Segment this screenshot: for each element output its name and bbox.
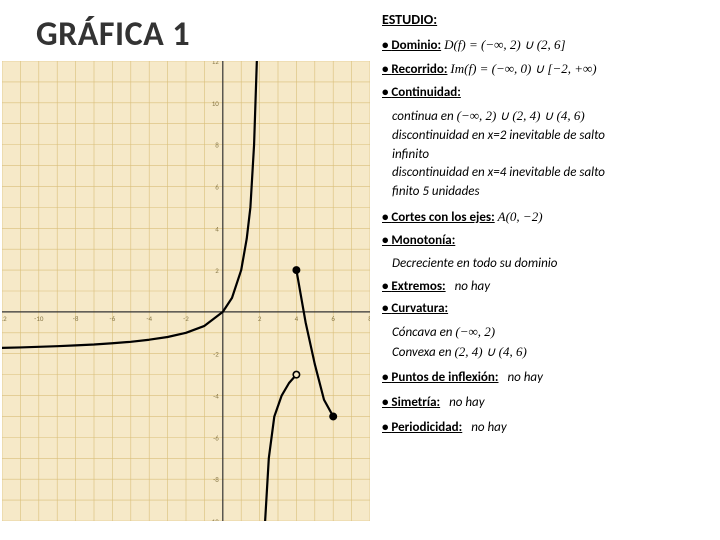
extremos-value: no hay (455, 279, 490, 294)
svg-text:-2: -2 (183, 314, 189, 323)
svg-text:-6: -6 (213, 433, 219, 442)
study-panel: ESTUDIO: Dominio: D(f) = (−∞, 2) ∪ (2, 6… (370, 0, 720, 540)
continua-pre: continua en (392, 109, 454, 124)
chart-area: -12-10-8-6-4-22468-10-8-6-4-224681012 (2, 61, 370, 521)
cortes-label: Cortes con los ejes: (382, 210, 495, 225)
svg-text:12: 12 (212, 61, 220, 66)
svg-text:-8: -8 (213, 475, 219, 484)
svg-text:2: 2 (258, 314, 262, 323)
inflexion-value: no hay (507, 370, 542, 385)
periodicidad-value: no hay (471, 420, 506, 435)
disc2: discontinuidad en x=4 inevitable de salt… (392, 164, 712, 183)
disc1b: infinito (392, 146, 712, 165)
svg-text:4: 4 (295, 314, 299, 323)
extremos-label: Extremos: (382, 279, 446, 294)
recorrido-label: Recorrido: (382, 62, 447, 77)
svg-text:-4: -4 (213, 392, 219, 401)
svg-text:-6: -6 (110, 314, 116, 323)
simetria-label: Simetría: (382, 395, 440, 410)
continua-set: (−∞, 2) ∪ (2, 4) ∪ (4, 6) (457, 108, 585, 123)
concava-pre: Cóncava en (392, 325, 452, 340)
periodicidad-label: Periodicidad: (382, 420, 462, 435)
svg-text:-12: -12 (2, 314, 7, 323)
recorrido-formula: Im(f) = (−∞, 0) ∪ [−2, +∞) (450, 61, 596, 76)
monotonia-text: Decreciente en todo su dominio (392, 255, 712, 274)
dominio-formula: D(f) = (−∞, 2) ∪ (2, 6] (444, 37, 566, 52)
monotonia-label: Monotonía: (382, 233, 455, 248)
simetria-value: no hay (449, 395, 484, 410)
svg-text:-2: -2 (213, 350, 219, 359)
function-chart: -12-10-8-6-4-22468-10-8-6-4-224681012 (2, 61, 370, 521)
svg-text:6: 6 (215, 182, 219, 191)
svg-text:-10: -10 (34, 314, 44, 323)
svg-text:-10: -10 (210, 517, 220, 521)
continuidad-label: Continuidad: (382, 85, 461, 100)
convexa-pre: Convexa en (392, 345, 452, 360)
study-header: ESTUDIO: (382, 10, 712, 30)
disc2b: finito 5 unidades (392, 183, 712, 202)
curvatura-label: Curvatura: (382, 301, 448, 316)
svg-text:2: 2 (215, 266, 219, 275)
svg-text:4: 4 (215, 224, 219, 233)
svg-text:10: 10 (212, 99, 220, 108)
convexa-set: (2, 4) ∪ (4, 6) (454, 344, 526, 359)
svg-text:6: 6 (331, 314, 335, 323)
inflexion-label: Puntos de inflexión: (382, 370, 499, 385)
disc1: discontinuidad en x=2 inevitable de salt… (392, 127, 712, 146)
dominio-label: Dominio: (382, 38, 441, 53)
cortes-formula: A(0, −2) (498, 209, 543, 224)
page-title: GRÁFICA 1 (36, 14, 370, 55)
concava-set: (−∞, 2) (455, 324, 495, 339)
svg-text:8: 8 (215, 141, 219, 150)
svg-text:-8: -8 (73, 314, 79, 323)
svg-text:-4: -4 (146, 314, 152, 323)
